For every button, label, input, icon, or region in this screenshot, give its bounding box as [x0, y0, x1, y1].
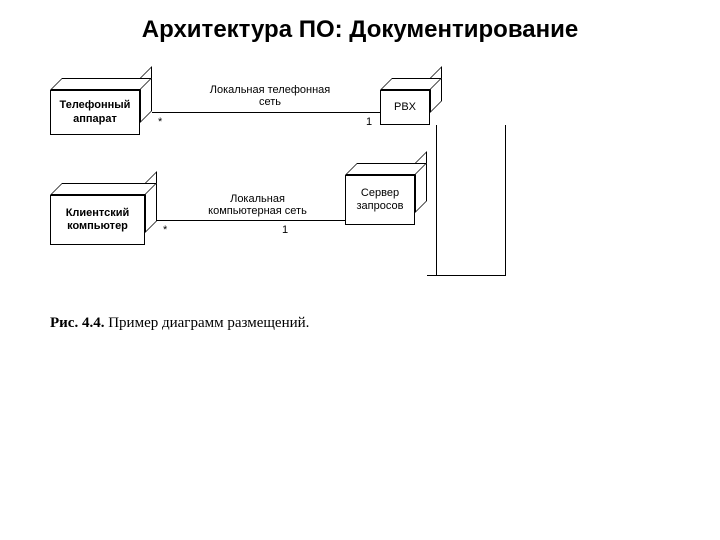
- edge-phone-pbx-label: Локальная телефонная сеть: [205, 84, 335, 108]
- figure-caption: Рис. 4.4. Пример диаграмм размещений.: [50, 315, 309, 332]
- deployment-diagram: Телефонный аппарат PBX Клиентский компью…: [50, 80, 520, 290]
- frame-bottom: [427, 275, 506, 276]
- edge-phone-pbx: [152, 112, 380, 113]
- mult-phone-star: *: [158, 116, 162, 128]
- frame-right: [505, 125, 506, 275]
- caption-text: Пример диаграмм размещений.: [104, 315, 309, 331]
- mult-pbx-one: 1: [366, 116, 372, 128]
- edge-pbx-server-v: [436, 125, 437, 275]
- edge-client-server-label: Локальная компьютерная сеть: [190, 193, 325, 217]
- mult-client-star: *: [163, 224, 167, 236]
- node-phone-label: Телефонный аппарат: [53, 99, 137, 125]
- edge-client-server: [157, 220, 345, 221]
- node-server-label: Сервер запросов: [348, 187, 412, 213]
- page-title: Архитектура ПО: Документирование: [0, 16, 720, 44]
- mult-server-one: 1: [282, 224, 288, 236]
- caption-prefix: Рис. 4.4.: [50, 315, 104, 331]
- node-pbx-label: PBX: [394, 101, 416, 114]
- node-client-label: Клиентский компьютер: [53, 207, 142, 233]
